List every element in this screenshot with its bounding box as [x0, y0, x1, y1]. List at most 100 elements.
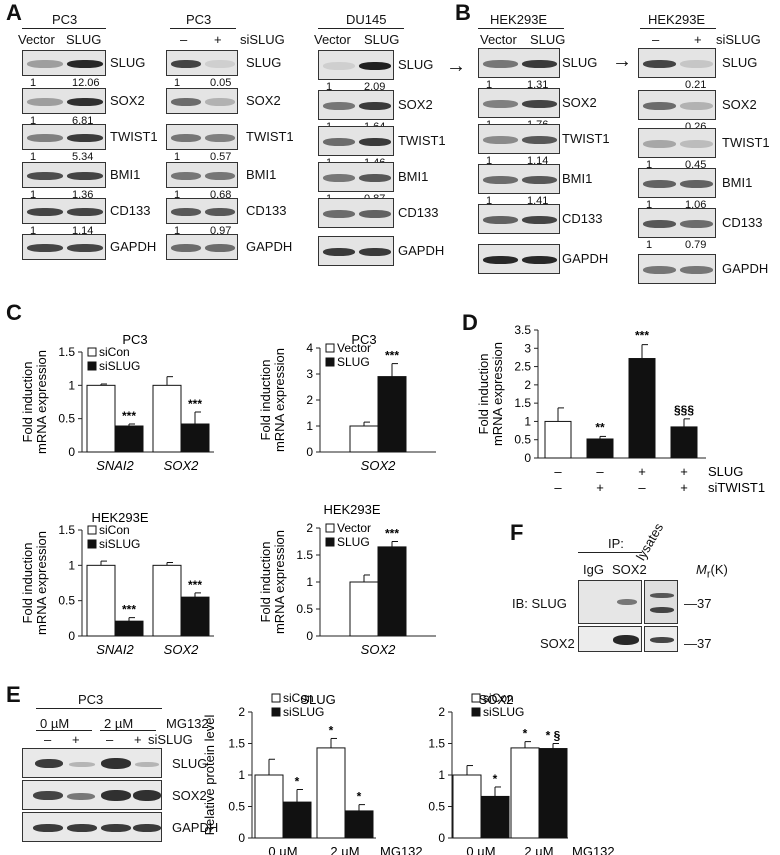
blot-row: [166, 50, 238, 76]
panel-label-b: B: [455, 0, 471, 25]
y-tick-label: 3: [524, 341, 531, 355]
y-tick-label: 0: [306, 629, 313, 643]
blot-row-label: SLUG: [722, 55, 758, 70]
legend-label: siCon: [99, 345, 130, 359]
ib-blot: [578, 580, 642, 624]
band: [323, 138, 355, 146]
blot-row: [22, 198, 106, 224]
band: [359, 62, 391, 70]
blot-row: [166, 88, 238, 114]
x-tick-label: SOX2: [361, 458, 396, 473]
blot-title: PC3: [78, 692, 104, 707]
bar: [282, 801, 312, 839]
x-tick-label: 2 µM: [330, 844, 359, 855]
quant-value: 1: [326, 81, 333, 93]
ib-blot: [644, 580, 678, 624]
y-tick-label: 3: [306, 367, 313, 381]
legend-swatch: [271, 693, 281, 703]
significance-mark: ***: [188, 578, 202, 592]
blot-row: [478, 204, 560, 234]
lane-label: –: [652, 32, 660, 47]
y-tick-label: 0: [68, 629, 75, 643]
blot-title: DU145: [346, 12, 387, 27]
blot-title: HEK293E: [490, 12, 548, 27]
blot-row: [638, 128, 716, 158]
blot-row: [478, 124, 560, 154]
y-tick-label: 1: [438, 768, 445, 782]
bar: [544, 420, 572, 459]
lane-label: SLUG: [364, 32, 400, 47]
blot-row: [638, 208, 716, 238]
conc-label: 2 µM: [104, 716, 134, 731]
x-tick-label: SOX2: [164, 642, 199, 657]
quant-value: 1: [30, 151, 37, 163]
legend-swatch: [87, 539, 97, 549]
bar: [538, 748, 568, 839]
chart-title: PC3: [122, 332, 147, 347]
band: [643, 60, 676, 68]
ip-col-igg: IgG: [583, 562, 604, 577]
condition-mark: +: [680, 480, 688, 495]
chart-title: PC3: [351, 332, 376, 347]
drug-label: MG132: [166, 716, 209, 731]
band: [680, 140, 713, 148]
condition-mark: +: [680, 464, 688, 479]
band: [171, 60, 201, 68]
quant-value: 1: [30, 189, 37, 201]
y-tick-label: 1: [238, 768, 245, 782]
band: [483, 216, 518, 224]
bar: [344, 810, 374, 839]
blot-row: [638, 254, 716, 284]
y-axis-label: mRNA expression: [34, 350, 49, 454]
blot-row-label: BMI1: [110, 167, 141, 182]
blot-row-label: SOX2: [246, 93, 281, 108]
blot-row-label: CD133: [722, 215, 763, 230]
lane-label: Vector: [18, 32, 55, 47]
blot-title: HEK293E: [648, 12, 706, 27]
y-tick-label: 0.5: [428, 800, 445, 814]
band: [522, 100, 557, 108]
blot-row-label: SOX2: [562, 95, 597, 110]
significance-mark: ***: [122, 409, 136, 423]
treatment-label: siSLUG: [148, 732, 193, 747]
bar: [152, 384, 182, 453]
band: [171, 98, 201, 106]
condition-mark: +: [596, 480, 604, 495]
band: [483, 100, 518, 108]
blot-row-label: SOX2: [110, 93, 145, 108]
x-tick-label: 0 µM: [466, 844, 495, 855]
band: [522, 216, 557, 224]
y-tick-label: 0: [438, 831, 445, 845]
blot-row-label: TWIST1: [562, 131, 610, 146]
bar: [114, 425, 144, 453]
condition-mark: +: [638, 464, 646, 479]
blot-row: [166, 124, 238, 150]
y-tick-label: 1.5: [514, 396, 531, 410]
y-tick-label: 1: [524, 414, 531, 428]
band: [680, 60, 713, 68]
quant-value: 1: [30, 77, 37, 89]
lane-label: +: [214, 32, 222, 47]
condition-mark: –: [596, 464, 604, 479]
band: [522, 256, 557, 264]
legend-swatch: [87, 525, 97, 535]
y-tick-label: 0.5: [514, 433, 531, 447]
y-tick-label: 1.5: [228, 737, 245, 751]
blot-row-label: GAPDH: [562, 251, 609, 266]
band: [205, 244, 235, 252]
arrow-icon: →: [446, 55, 466, 77]
band: [67, 172, 103, 180]
blot-row-label: SOX2: [722, 97, 757, 112]
significance-mark: §§§: [674, 403, 694, 417]
quant-value: 1: [486, 79, 493, 91]
quant-value: 1: [30, 225, 37, 237]
significance-mark: **: [595, 420, 605, 434]
y-tick-label: 0: [238, 831, 245, 845]
band: [522, 60, 557, 68]
band: [67, 244, 103, 252]
bar: [254, 774, 284, 839]
band: [359, 102, 391, 110]
blot-row-label: TWIST1: [398, 133, 446, 148]
blot-row: [22, 124, 106, 150]
